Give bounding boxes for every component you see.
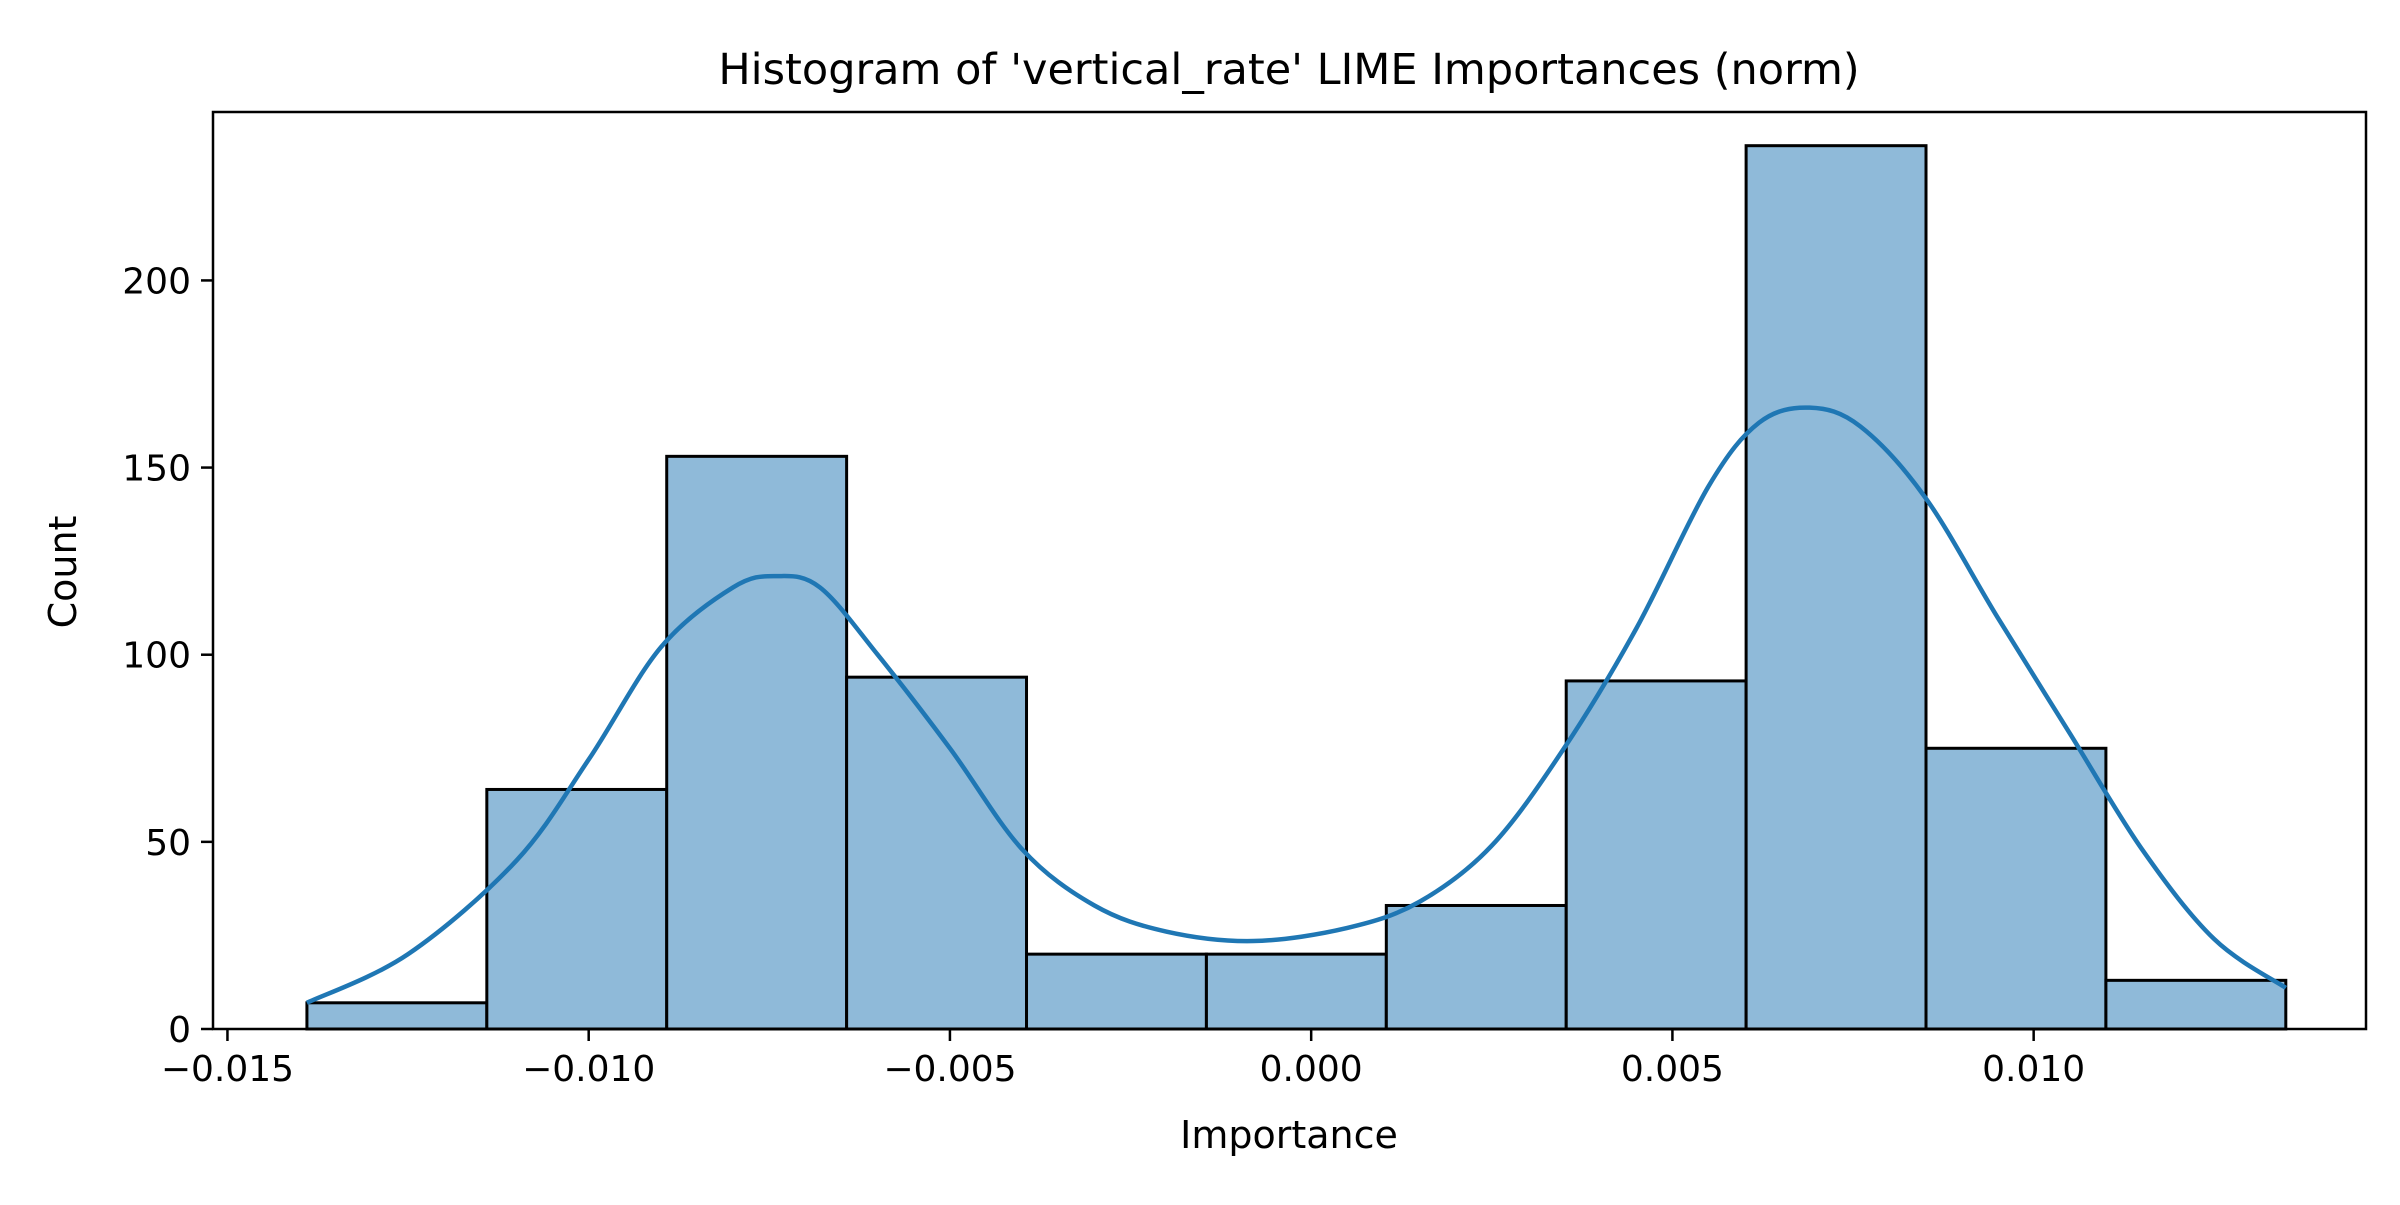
x-tick-label: −0.010: [522, 1049, 655, 1090]
histogram-bar-0: [305, 1001, 489, 1031]
y-tick-label: 50: [145, 823, 191, 864]
y-axis: 0 50 100 150 200: [122, 261, 213, 1051]
x-tick-label: 0.000: [1260, 1049, 1363, 1090]
histogram-bar-6: [1384, 903, 1568, 1031]
kde-curve-layer: [305, 405, 2288, 1005]
x-tick-label: 0.005: [1621, 1049, 1724, 1090]
histogram-bar-2: [665, 454, 849, 1031]
kde-curve: [305, 405, 2288, 1005]
plot-frame: [211, 110, 2368, 1031]
x-tick-label: 0.010: [1982, 1049, 2085, 1090]
y-tick-label: 200: [122, 261, 191, 302]
y-tick-label: 0: [168, 1010, 191, 1051]
histogram-bar-1: [485, 787, 669, 1031]
x-tick-label: −0.015: [161, 1049, 294, 1090]
histogram-bar-4: [1025, 952, 1208, 1031]
histogram-bar-3: [845, 675, 1029, 1031]
x-axis: −0.015 −0.010 −0.005 0.000 0.005 0.010: [161, 1029, 2085, 1090]
histogram-bar-9: [1924, 746, 2108, 1031]
histogram-bar-5: [1204, 952, 1388, 1031]
histogram-bar-10: [2104, 978, 2288, 1031]
chart-title: Histogram of 'vertical_rate' LIME Import…: [718, 45, 1859, 95]
y-tick-label: 150: [122, 449, 191, 490]
histogram-bar-8: [1744, 144, 1928, 1031]
y-axis-label: Count: [41, 516, 85, 629]
x-tick-label: −0.005: [883, 1049, 1016, 1090]
x-axis-label: Importance: [1180, 1113, 1398, 1157]
y-tick-label: 100: [122, 636, 191, 677]
histogram-bar-7: [1564, 679, 1748, 1031]
histogram-bars: [305, 144, 2288, 1031]
